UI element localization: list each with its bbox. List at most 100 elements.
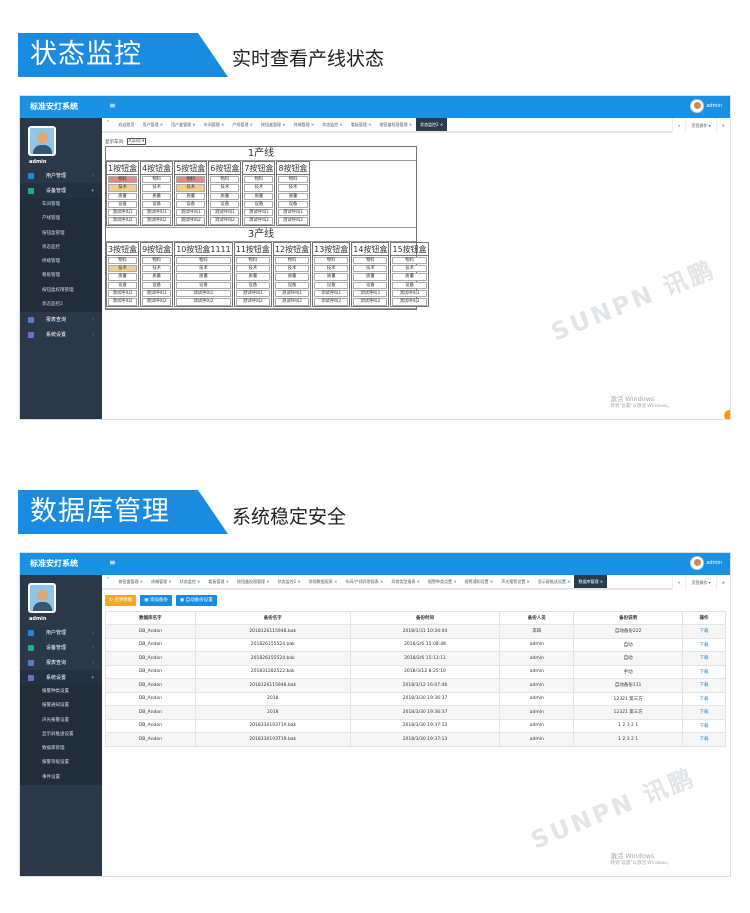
call-cell[interactable]: 物料	[176, 256, 231, 265]
call-cell[interactable]: 测试呼叫2	[353, 298, 388, 306]
tab[interactable]: 欢迎首页	[118, 122, 135, 127]
tab-prev-icon[interactable]: «	[107, 118, 110, 123]
tab[interactable]: 终端管理 ×	[151, 579, 172, 584]
call-cell[interactable]: 质量	[142, 273, 172, 281]
tab[interactable]: 按钮盒管理 ×	[260, 122, 286, 127]
call-cell[interactable]: 设备	[176, 281, 231, 289]
call-cell[interactable]: 测试呼叫2	[108, 217, 138, 225]
tab[interactable]: 报警通知设置 ×	[464, 579, 494, 584]
call-cell[interactable]: 技术	[314, 265, 349, 273]
call-cell[interactable]: 质量	[353, 273, 388, 281]
sidebar-subitem[interactable]: 报警通知设置	[42, 703, 69, 709]
call-cell[interactable]: 设备	[392, 281, 427, 289]
restore-data-button[interactable]: ↻ 还原数据	[105, 595, 137, 606]
call-cell[interactable]: 物料	[278, 176, 308, 184]
call-cell[interactable]: 技术	[274, 265, 310, 273]
call-cell[interactable]: 技术	[235, 265, 270, 273]
download-link[interactable]: 下载	[699, 710, 709, 716]
call-cell[interactable]: 技术	[108, 265, 138, 273]
call-cell[interactable]: 物料	[392, 256, 427, 265]
tab-next-icon[interactable]: »	[671, 118, 685, 133]
tab[interactable]: 产线管理 ×	[232, 122, 253, 127]
tab[interactable]: 状态监控 ×	[179, 579, 201, 584]
tab[interactable]: 常规数据报表 ×	[308, 579, 338, 584]
tab-prev-icon[interactable]: «	[107, 575, 110, 580]
call-cell[interactable]: 测试呼叫2	[392, 298, 427, 306]
sidebar-subitem[interactable]: 按钮盒管理	[42, 230, 65, 236]
call-cell[interactable]: 设备	[108, 281, 138, 289]
sidebar-subitem[interactable]: 报警种类设置	[42, 689, 69, 694]
add-backup-button[interactable]: ▣ 添加备份	[140, 595, 172, 606]
close-all-icon[interactable]: ✕	[715, 575, 730, 590]
sidebar-item[interactable]: 设备管理 ▾	[20, 183, 102, 198]
sidebar-subitem[interactable]: 状态监控	[42, 244, 60, 250]
tab[interactable]: 看板管理 ×	[208, 579, 229, 584]
tab[interactable]: 状态监控2 ×	[416, 118, 448, 131]
call-cell[interactable]: 技术	[244, 184, 274, 192]
call-cell[interactable]: 测试呼叫1	[142, 289, 172, 298]
call-cell[interactable]: 测试呼叫1	[244, 209, 274, 217]
download-link[interactable]: 下载	[699, 683, 709, 689]
call-cell[interactable]: 物料	[274, 256, 310, 265]
call-cell[interactable]: 测试呼叫2	[176, 217, 206, 225]
call-cell[interactable]: 物料	[108, 256, 138, 265]
call-cell[interactable]: 质量	[210, 192, 240, 200]
call-cell[interactable]: 技术	[278, 184, 308, 192]
user-menu[interactable]: admin	[690, 99, 722, 113]
call-cell[interactable]: 质量	[176, 192, 206, 200]
sidebar-item[interactable]: 用户管理 ›	[20, 168, 102, 183]
sidebar-item[interactable]: 用户管理 ›	[20, 625, 102, 640]
download-link[interactable]: 下载	[699, 737, 709, 743]
call-cell[interactable]: 设备	[142, 281, 172, 289]
call-cell[interactable]: 质量	[244, 192, 274, 200]
call-cell[interactable]: 技术	[108, 184, 138, 192]
call-cell[interactable]: 测试呼叫2	[244, 217, 274, 225]
download-link[interactable]: 下载	[699, 642, 709, 648]
call-cell[interactable]: 设备	[235, 281, 270, 289]
sidebar-item[interactable]: 设备管理 ›	[20, 640, 102, 655]
download-link[interactable]: 下载	[699, 669, 709, 675]
call-cell[interactable]: 设备	[142, 200, 172, 209]
call-cell[interactable]: 质量	[142, 192, 172, 200]
sidebar-subitem[interactable]: 看板管理	[42, 273, 60, 279]
call-cell[interactable]: 设备	[176, 200, 206, 209]
float-button[interactable]	[724, 410, 730, 419]
call-cell[interactable]: 测试呼叫1	[176, 209, 206, 217]
call-cell[interactable]: 测试呼叫2	[314, 298, 349, 306]
call-cell[interactable]: 设备	[278, 200, 308, 209]
call-cell[interactable]: 技术	[392, 265, 427, 273]
call-cell[interactable]: 物料	[142, 176, 172, 184]
tab[interactable]: 按钮盒权限管理 ×	[236, 579, 270, 584]
sidebar-subitem[interactable]: 声光报警设置	[42, 717, 69, 723]
call-cell[interactable]: 物料	[235, 256, 270, 265]
sidebar-subitem[interactable]: 状态监控2	[42, 302, 63, 308]
auto-backup-settings-button[interactable]: ▣ 自动备份设置	[175, 595, 217, 606]
call-cell[interactable]: 物料	[353, 256, 388, 265]
call-cell[interactable]: 测试呼叫1	[108, 209, 138, 217]
download-link[interactable]: 下载	[699, 656, 709, 662]
download-link[interactable]: 下载	[699, 723, 709, 729]
call-cell[interactable]: 设备	[314, 281, 349, 289]
call-cell[interactable]: 测试呼叫1	[176, 289, 231, 298]
workshop-select[interactable]: A车间 ▾	[126, 138, 147, 145]
call-cell[interactable]: 测试呼叫1	[210, 209, 240, 217]
call-cell[interactable]: 物料	[142, 256, 172, 265]
user-menu[interactable]: admin	[690, 556, 722, 570]
call-cell[interactable]: 测试呼叫1	[314, 289, 349, 298]
sidebar-item[interactable]: 报表查询 ›	[20, 655, 102, 670]
tab[interactable]: 车间/产线异常报表 ×	[345, 579, 384, 584]
sidebar-subitem[interactable]: 报警等级设置	[42, 760, 69, 766]
call-cell[interactable]: 测试呼叫1	[235, 289, 270, 298]
download-link[interactable]: 下载	[699, 696, 709, 702]
call-cell[interactable]: 质量	[392, 273, 427, 281]
tab[interactable]: 看板管理 ×	[350, 122, 372, 127]
tab[interactable]: 报警种类设置 ×	[427, 579, 457, 584]
tab[interactable]: 状态监控 ×	[322, 122, 343, 127]
call-cell[interactable]: 测试呼叫1	[278, 209, 308, 217]
call-cell[interactable]: 测试呼叫2	[210, 217, 240, 225]
sidebar-subitem[interactable]: 显示屏推送设置	[42, 731, 74, 737]
call-cell[interactable]: 测试呼叫1	[274, 289, 310, 298]
call-cell[interactable]: 设备	[108, 200, 138, 209]
sidebar-subitem[interactable]: 产线管理	[42, 216, 60, 222]
call-cell[interactable]: 测试呼叫2	[142, 298, 172, 306]
